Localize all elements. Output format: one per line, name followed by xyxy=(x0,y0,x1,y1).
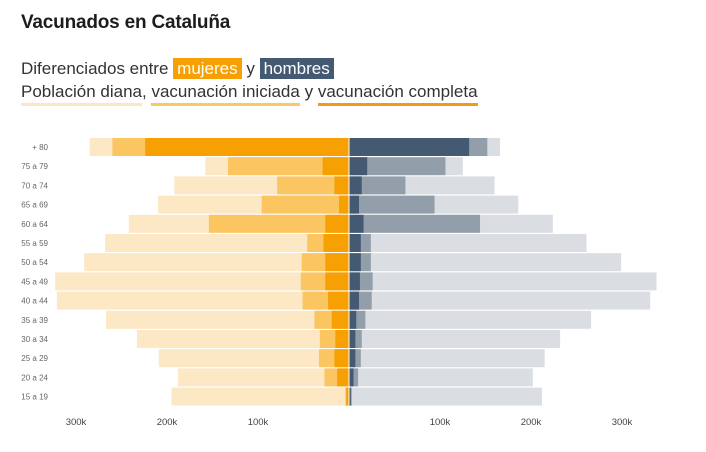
age-label: 15 a 19 xyxy=(21,393,48,402)
bar-men-iniciada xyxy=(349,195,435,214)
bar-men-diana xyxy=(349,330,561,348)
bar-men-diana xyxy=(349,234,587,252)
bar-women-completa xyxy=(328,291,349,310)
bar-men-completa xyxy=(349,291,360,310)
x-tick-label: 300k xyxy=(612,417,633,428)
bar-women-diana xyxy=(84,253,349,272)
legend-diana: Población diana xyxy=(21,82,142,106)
bar-women-diana xyxy=(56,291,349,310)
x-tick-label: 200k xyxy=(157,417,178,428)
bar-men-diana xyxy=(349,272,657,291)
bar-men-completa xyxy=(349,387,351,406)
age-label: 50 a 54 xyxy=(21,258,48,267)
legend-completa: vacunación completa xyxy=(317,82,478,106)
age-label: 35 a 39 xyxy=(21,316,48,325)
age-label: 30 a 34 xyxy=(21,335,48,344)
bar-women-completa xyxy=(346,387,349,406)
bar-women-completa xyxy=(145,138,349,156)
x-tick-label: 300k xyxy=(66,417,87,428)
bar-women-diana xyxy=(177,368,349,387)
bar-women-diana xyxy=(105,234,350,252)
legend-connector: y xyxy=(304,82,314,101)
mujeres-chip: mujeres xyxy=(173,58,242,79)
bar-men-iniciada xyxy=(349,214,481,233)
bar-men-completa xyxy=(349,368,354,387)
bar-men-completa xyxy=(349,272,360,291)
bar-men-diana xyxy=(349,368,533,387)
bar-men-completa xyxy=(349,157,368,176)
bar-women-iniciada xyxy=(261,195,349,214)
legend-comma: , xyxy=(141,82,147,101)
x-tick-label: 200k xyxy=(521,417,542,428)
bar-men-diana xyxy=(349,387,542,406)
age-label: 40 a 44 xyxy=(21,297,48,306)
bar-men-completa xyxy=(349,349,356,368)
bar-women-completa xyxy=(325,214,349,233)
age-label: 45 a 49 xyxy=(21,277,48,286)
bar-men-diana xyxy=(349,253,622,272)
subtitle-connector: y xyxy=(246,59,255,78)
bar-men-completa xyxy=(349,214,364,233)
bar-women-completa xyxy=(325,253,349,272)
legend-iniciada: vacunación iniciada xyxy=(151,82,300,106)
bar-women-diana xyxy=(171,387,349,406)
bar-men-iniciada xyxy=(349,157,446,176)
bar-women-iniciada xyxy=(277,176,349,195)
bar-men-diana xyxy=(349,349,545,368)
bar-women-completa xyxy=(323,234,349,252)
x-tick-label: 100k xyxy=(248,417,269,428)
bar-men-completa xyxy=(349,253,361,272)
bar-women-iniciada xyxy=(208,214,349,233)
age-label: 70 a 74 xyxy=(21,181,48,190)
bar-women-completa xyxy=(334,176,349,195)
bar-men-completa xyxy=(349,234,361,252)
bar-women-completa xyxy=(325,272,349,291)
chart-title: Vacunados en Cataluña xyxy=(21,12,231,33)
bar-women-iniciada xyxy=(227,157,349,176)
age-label: + 80 xyxy=(32,143,48,152)
bar-women-completa xyxy=(335,330,349,348)
age-label: 65 a 69 xyxy=(21,201,48,210)
bar-men-completa xyxy=(349,310,357,329)
x-tick-label: 100k xyxy=(430,417,451,428)
bar-men-iniciada xyxy=(349,176,406,195)
subtitle-prefix: Diferenciados entre xyxy=(21,59,169,78)
bar-women-diana xyxy=(158,349,349,368)
bar-women-diana xyxy=(106,310,349,329)
subtitle: Diferenciados entre mujeres y hombres xyxy=(21,58,334,79)
legend: Población diana, vacunación iniciada y v… xyxy=(21,82,478,106)
bar-men-completa xyxy=(349,176,362,195)
bar-men-diana xyxy=(349,310,592,329)
bar-women-completa xyxy=(331,310,349,329)
age-label: 75 a 79 xyxy=(21,162,48,171)
age-label: 20 a 24 xyxy=(21,373,48,382)
bar-men-completa xyxy=(349,138,470,156)
hombres-chip: hombres xyxy=(259,58,334,79)
age-label: 55 a 59 xyxy=(21,239,48,248)
bar-women-diana xyxy=(55,272,349,291)
bar-women-completa xyxy=(334,349,349,368)
bar-men-completa xyxy=(349,330,356,348)
bar-women-diana xyxy=(136,330,349,348)
age-label: 25 a 29 xyxy=(21,354,48,363)
bar-men-completa xyxy=(349,195,360,214)
age-label: 60 a 64 xyxy=(21,220,48,229)
bar-men-diana xyxy=(349,291,651,310)
bar-women-completa xyxy=(337,368,349,387)
bar-women-completa xyxy=(322,157,349,176)
bar-women-completa xyxy=(338,195,349,214)
